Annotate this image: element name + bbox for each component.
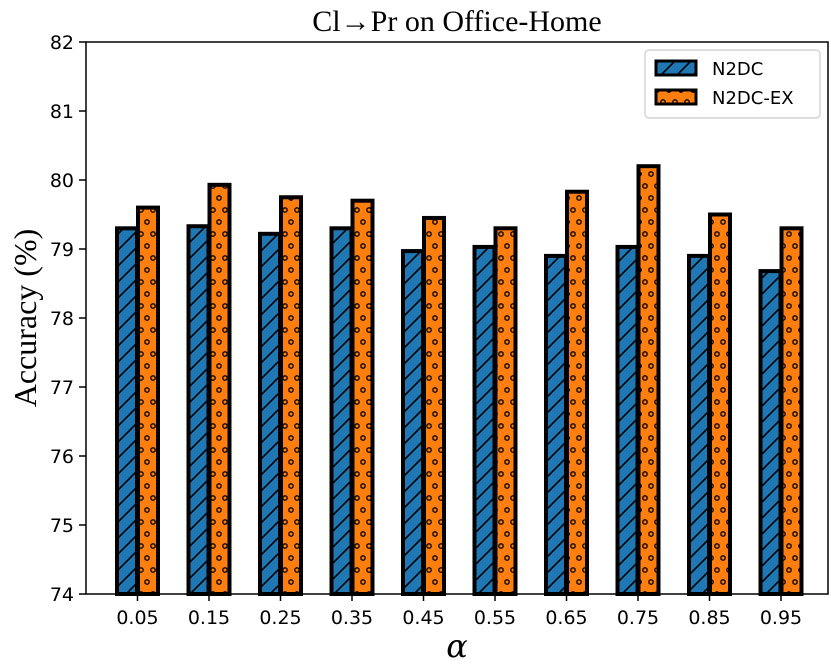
legend-swatch-n2dc-ex [654, 88, 698, 106]
y-tick-label: 80 [50, 170, 74, 192]
bar-n2dc-ex-0_75 [636, 164, 661, 596]
legend: N2DC N2DC-EX [644, 49, 821, 119]
legend-swatch-n2dc [654, 59, 698, 77]
x-tick-label: 0.95 [760, 607, 802, 629]
bar-n2dc-ex-0_15 [207, 182, 232, 597]
bar-n2dc-ex-0_85 [708, 212, 732, 596]
x-tick-label: 0.35 [331, 607, 373, 629]
x-axis-label: α [446, 627, 468, 664]
bar-n2dc-0_55 [472, 244, 497, 596]
y-tick-label: 78 [50, 308, 74, 330]
legend-label-n2dc: N2DC [712, 59, 763, 80]
bar-n2dc-0_15 [186, 224, 211, 596]
bars-layer [115, 164, 804, 597]
x-tick-label: 0.25 [259, 607, 301, 629]
bar-n2dc-ex-0_05 [136, 205, 160, 596]
x-tick-label: 0.55 [474, 607, 516, 629]
y-tick-label: 82 [50, 32, 74, 54]
bar-n2dc-0_85 [687, 253, 711, 596]
y-tick-label: 79 [50, 239, 74, 261]
x-tick-label: 0.65 [545, 607, 587, 629]
bar-n2dc-ex-0_95 [779, 226, 804, 597]
bar-n2dc-0_25 [258, 231, 282, 596]
bar-n2dc-0_05 [115, 226, 139, 597]
bar-n2dc-0_45 [401, 249, 425, 596]
bar-n2dc-ex-0_35 [350, 198, 375, 596]
x-axis-ticks: 0.05 0.15 0.25 0.35 0.45 0.55 0.65 0.75 0.85 0.95 [116, 594, 802, 629]
x-tick-label: 0.45 [402, 607, 444, 629]
y-tick-label: 74 [50, 584, 74, 606]
bar-n2dc-0_65 [544, 253, 568, 596]
bar-n2dc-0_35 [329, 226, 354, 597]
bar-n2dc-ex-0_65 [565, 189, 589, 596]
x-tick-label: 0.85 [688, 607, 730, 629]
legend-label-n2dc-ex: N2DC-EX [712, 88, 794, 109]
y-tick-label: 76 [50, 446, 74, 468]
x-tick-label: 0.75 [617, 607, 659, 629]
x-tick-label: 0.05 [116, 607, 158, 629]
y-tick-label: 75 [50, 515, 74, 537]
y-tick-label: 77 [50, 377, 74, 399]
bar-n2dc-ex-0_45 [422, 215, 446, 596]
bar-n2dc-0_95 [758, 269, 783, 596]
plot-frame [85, 41, 829, 595]
chart-title: Cl→Pr on Office-Home [312, 5, 601, 38]
bar-n2dc-ex-0_25 [279, 195, 303, 596]
y-axis-label: Accuracy (%) [7, 229, 43, 408]
x-tick-label: 0.15 [188, 607, 230, 629]
bar-n2dc-0_75 [615, 244, 640, 596]
y-axis-ticks: 74 75 76 77 78 79 80 81 82 [50, 32, 86, 606]
bar-n2dc-ex-0_55 [493, 226, 518, 597]
y-tick-label: 81 [50, 101, 74, 123]
